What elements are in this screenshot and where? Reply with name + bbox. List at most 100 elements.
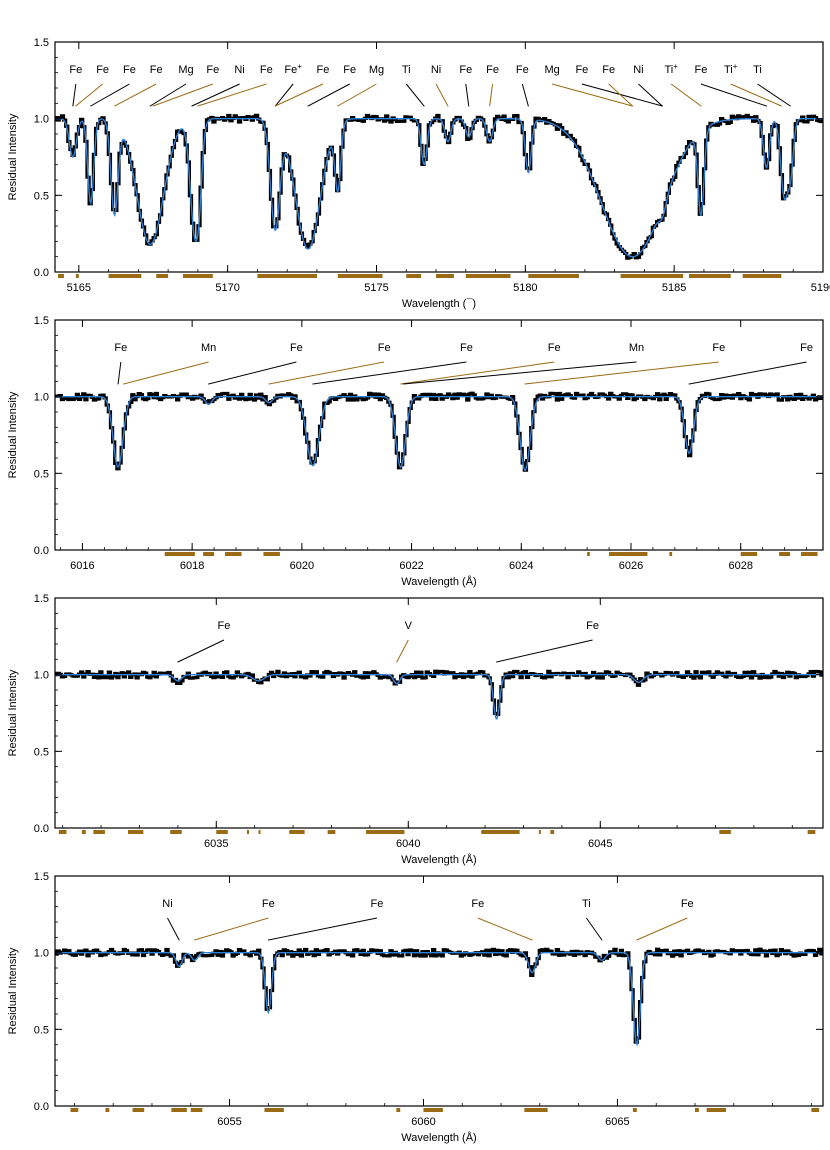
mask-region bbox=[108, 274, 142, 278]
line-id-label: Fe bbox=[681, 898, 694, 910]
line-id-label: Fe+ bbox=[284, 62, 302, 76]
plot-frame bbox=[54, 41, 824, 273]
line-id-leader bbox=[274, 83, 294, 107]
x-tick-label: 5175 bbox=[364, 282, 388, 294]
line-id-leader bbox=[405, 83, 425, 107]
x-tick-label: 6045 bbox=[588, 838, 612, 850]
x-axis-title: Wavelength (Å) bbox=[401, 853, 476, 866]
line-id-label: Fe bbox=[575, 64, 588, 76]
line-id-leader bbox=[114, 83, 157, 107]
x-axis-title: Wavelength (Å) bbox=[401, 1131, 476, 1144]
mask-region bbox=[528, 274, 579, 278]
mask-region bbox=[396, 1108, 401, 1112]
line-id-label: Fe bbox=[69, 64, 82, 76]
x-tick-label: 6016 bbox=[70, 560, 94, 572]
x-tick-label: 6040 bbox=[396, 838, 420, 850]
line-id-leader bbox=[123, 361, 209, 385]
mask-region bbox=[695, 1108, 699, 1112]
x-tick-label: 6060 bbox=[411, 1116, 435, 1128]
y-tick-label: 1.5 bbox=[34, 871, 49, 883]
line-id-label: Fe bbox=[516, 64, 529, 76]
line-id-leader bbox=[149, 83, 187, 107]
line-id-leader bbox=[152, 83, 213, 107]
x-axis-title: Wavelength (¯) bbox=[402, 298, 476, 310]
line-id-label: Ni bbox=[162, 898, 172, 910]
x-tick-label: 6018 bbox=[180, 560, 204, 572]
line-id-leader bbox=[167, 917, 180, 941]
observed-spectrum bbox=[55, 391, 823, 472]
line-id-leader bbox=[307, 83, 350, 107]
mask-region bbox=[263, 552, 280, 556]
line-id-leader bbox=[489, 83, 494, 107]
model-spectrum bbox=[55, 395, 823, 472]
line-id-leader bbox=[496, 639, 593, 663]
line-id-label: Fe bbox=[712, 342, 725, 354]
line-id-leader bbox=[312, 361, 467, 385]
line-id-leader bbox=[524, 361, 719, 385]
mask-region bbox=[550, 830, 555, 834]
mask-region bbox=[801, 552, 818, 556]
observed-spectrum bbox=[55, 669, 823, 717]
mask-region bbox=[406, 274, 422, 278]
line-id-label: Fe bbox=[486, 64, 499, 76]
mask-region bbox=[171, 1108, 187, 1112]
x-tick-label: 6026 bbox=[619, 560, 643, 572]
mask-region bbox=[127, 830, 144, 834]
mask-region bbox=[423, 1108, 443, 1112]
line-id-label: Fe bbox=[460, 342, 473, 354]
line-id-leader bbox=[337, 83, 377, 107]
mask-region bbox=[225, 552, 242, 556]
x-tick-label: 6055 bbox=[217, 1116, 241, 1128]
line-id-label: V bbox=[405, 620, 413, 632]
x-axis-title: Wavelength (Å) bbox=[401, 575, 476, 588]
y-tick-label: 0.0 bbox=[34, 545, 49, 557]
mask-region bbox=[807, 830, 816, 834]
y-tick-label: 0.5 bbox=[34, 1024, 49, 1036]
mask-region bbox=[609, 552, 648, 556]
mask-region bbox=[289, 830, 305, 834]
mask-region bbox=[57, 274, 64, 278]
mask-region bbox=[524, 1108, 548, 1112]
mask-region bbox=[327, 830, 336, 834]
y-axis-title: Residual Intensity bbox=[7, 113, 19, 200]
mask-region bbox=[58, 830, 67, 834]
line-id-label: Fe bbox=[316, 64, 329, 76]
mask-region bbox=[481, 830, 520, 834]
plot-frame bbox=[54, 597, 824, 829]
x-tick-label: 5180 bbox=[513, 282, 537, 294]
line-id-leader bbox=[477, 917, 533, 941]
mask-region bbox=[75, 274, 79, 278]
mask-region bbox=[70, 1108, 79, 1112]
line-id-label: Fe bbox=[260, 64, 273, 76]
line-id-leader bbox=[72, 83, 77, 107]
y-axis-title: Residual Intensity bbox=[7, 391, 19, 478]
line-id-leader bbox=[90, 83, 130, 107]
x-tick-label: 5165 bbox=[67, 282, 91, 294]
line-id-label: Ti bbox=[753, 64, 762, 76]
x-tick-label: 6035 bbox=[204, 838, 228, 850]
mask-region bbox=[366, 830, 405, 834]
mask-region bbox=[264, 1108, 284, 1112]
y-axis-title: Residual Intensity bbox=[7, 947, 19, 1034]
line-id-label: Fe bbox=[459, 64, 472, 76]
mask-region bbox=[669, 552, 673, 556]
line-id-leader bbox=[638, 83, 663, 107]
line-id-label: Mn bbox=[629, 342, 644, 354]
mask-region bbox=[779, 552, 791, 556]
x-tick-label: 6065 bbox=[605, 1116, 629, 1128]
line-id-leader bbox=[670, 83, 702, 107]
line-id-leader bbox=[75, 83, 103, 107]
y-tick-label: 1.0 bbox=[34, 670, 49, 682]
line-id-leader bbox=[402, 361, 637, 385]
model-spectrum bbox=[55, 951, 823, 1047]
model-spectrum bbox=[55, 117, 823, 258]
mask-region bbox=[436, 274, 454, 278]
line-id-label: Fe bbox=[114, 342, 127, 354]
line-id-leader bbox=[521, 83, 529, 107]
mask-region bbox=[203, 552, 215, 556]
line-id-leader bbox=[400, 361, 555, 385]
y-tick-label: 1.5 bbox=[34, 593, 49, 605]
ion-superscript: + bbox=[733, 62, 738, 71]
